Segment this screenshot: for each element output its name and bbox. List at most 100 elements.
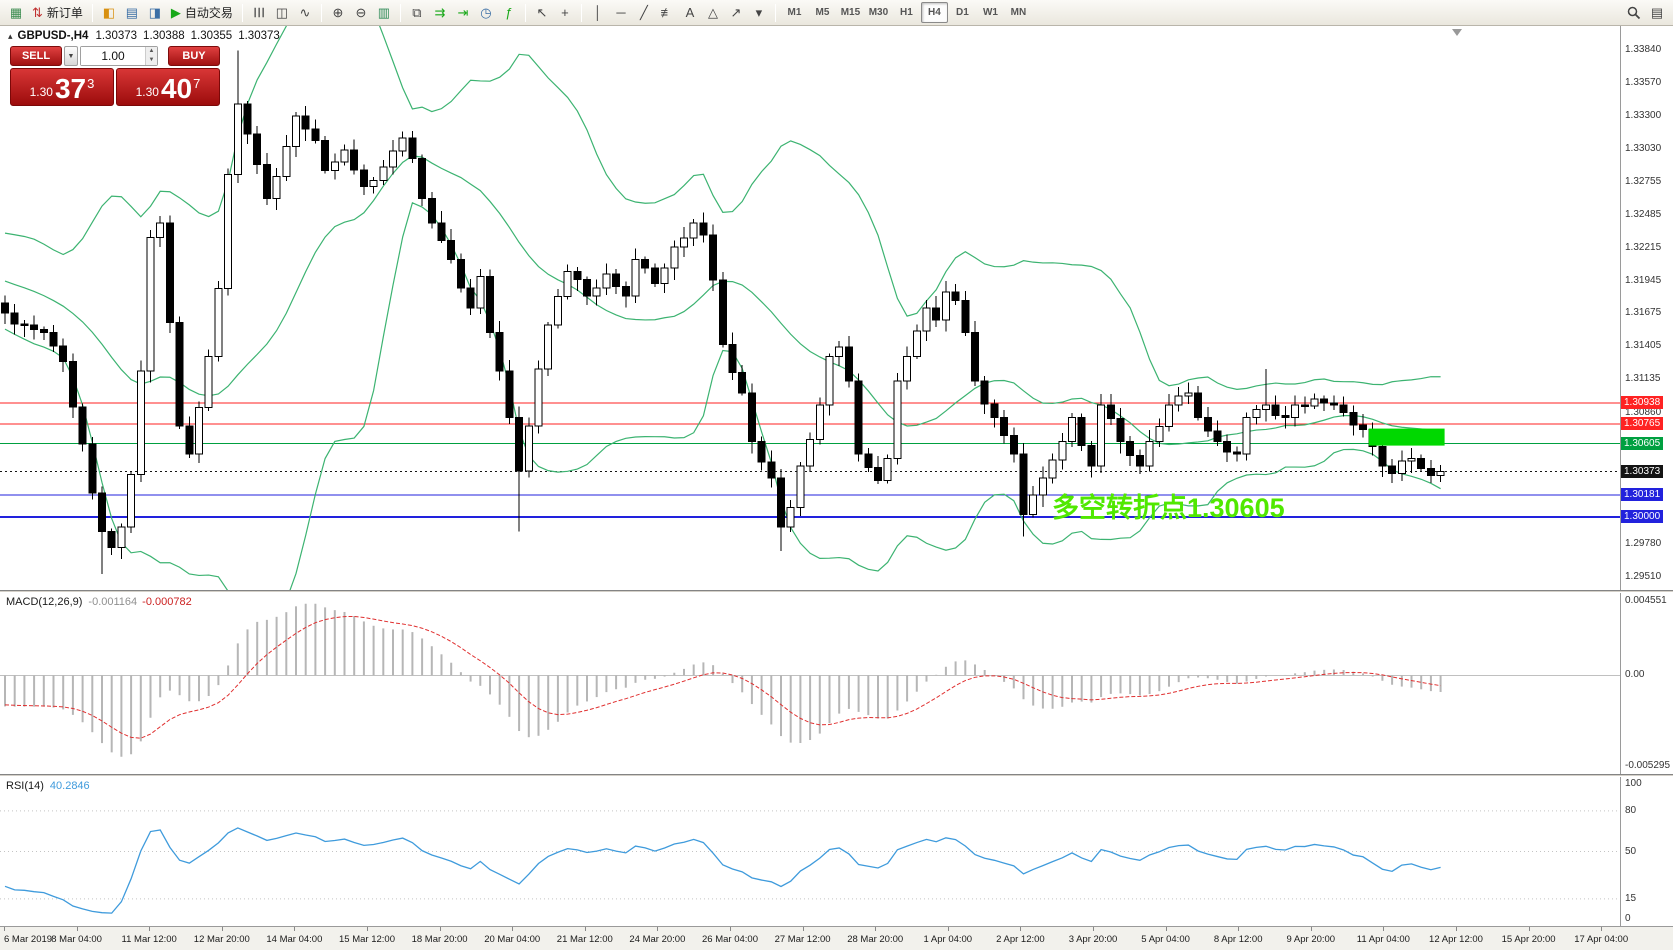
bar-chart-button[interactable]: ☰ xyxy=(248,2,270,23)
tf-m5-button[interactable]: M5 xyxy=(809,2,836,23)
toolbar-separator xyxy=(774,3,776,22)
time-tick xyxy=(1238,927,1240,931)
cursor-icon: ↖ xyxy=(536,5,548,20)
macd-canvas[interactable] xyxy=(0,593,1620,774)
pane-separator[interactable] xyxy=(0,590,1673,593)
price-pane[interactable]: 1.33840 1.33570 1.33300 1.33030 1.32755 1.324… xyxy=(0,26,1673,590)
time-label: 18 Mar 20:00 xyxy=(411,934,468,945)
time-label: 1 Apr 04:00 xyxy=(923,934,973,945)
market-watch-button[interactable]: ◧ xyxy=(98,2,120,23)
chart-window: 1.33840 1.33570 1.33300 1.33030 1.32755 1.324… xyxy=(0,26,1673,950)
tf-h4-button[interactable]: H4 xyxy=(920,2,948,23)
time-tick xyxy=(1601,927,1603,931)
volume-up-button[interactable]: ▲ xyxy=(146,47,157,56)
shapes-icon: △ xyxy=(707,5,718,20)
new-chart-button[interactable]: ▦ xyxy=(5,2,27,23)
volume-input[interactable] xyxy=(81,47,145,65)
price-chart-canvas[interactable] xyxy=(0,26,1620,590)
new-order-icon: ⇅ xyxy=(32,5,43,20)
price-tick: 1.32215 xyxy=(1625,241,1662,253)
tf-m1-button[interactable]: M1 xyxy=(781,2,808,23)
tf-h1-button-label: H1 xyxy=(900,6,913,18)
shapes-button[interactable]: △ xyxy=(702,2,724,23)
tf-w1-button[interactable]: W1 xyxy=(977,2,1004,23)
objects-menu-button[interactable]: ▾ xyxy=(748,2,770,23)
price-tick: 1.33840 xyxy=(1625,44,1662,56)
autoscroll-button[interactable]: ⇉ xyxy=(429,2,451,23)
ohlc-low: 1.30355 xyxy=(190,30,233,42)
time-tick xyxy=(512,927,514,931)
time-tick xyxy=(1020,927,1022,931)
zoom-out-button[interactable]: ⊖ xyxy=(350,2,372,23)
pane-separator[interactable] xyxy=(0,774,1673,777)
zoom-in-button[interactable]: ⊕ xyxy=(327,2,349,23)
price-level-label: 1.30605 xyxy=(1621,436,1664,450)
macd-signal-line xyxy=(4,615,1441,739)
panel-collapse-icon[interactable]: ▴ xyxy=(8,31,13,41)
indicators-button[interactable]: ƒ xyxy=(498,2,520,23)
period-button[interactable]: ◷ xyxy=(475,2,497,23)
window-list-button[interactable]: ▤ xyxy=(1646,2,1668,23)
turning-zone-rect[interactable] xyxy=(1368,428,1445,446)
navigator-button[interactable]: ◨ xyxy=(144,2,166,23)
new-order-button[interactable]: ⇅ 新订单 xyxy=(28,2,87,23)
tf-d1-button[interactable]: D1 xyxy=(949,2,976,23)
rsi-tick: 80 xyxy=(1625,804,1637,816)
tf-m30-button[interactable]: M30 xyxy=(865,2,892,23)
price-axis[interactable]: 1.33840 1.33570 1.33300 1.33030 1.32755 1.324… xyxy=(1620,26,1673,590)
buy-button[interactable]: BUY xyxy=(168,46,220,66)
crosshair-button[interactable]: + xyxy=(554,2,576,23)
fibonacci-button[interactable]: ≢ xyxy=(656,2,678,23)
price-tick: 1.31675 xyxy=(1625,307,1662,319)
rsi-canvas[interactable] xyxy=(0,777,1620,926)
toolbar-separator xyxy=(91,3,93,22)
data-window-button[interactable]: ▤ xyxy=(121,2,143,23)
sell-price-button[interactable]: 1.30 37 3 xyxy=(10,68,114,106)
chart-shift-button[interactable]: ⇥ xyxy=(452,2,474,23)
rsi-axis[interactable]: 100 80 50 15 0 xyxy=(1620,777,1673,926)
price-tick: 1.33300 xyxy=(1625,109,1662,121)
terminal-button[interactable]: ▥ xyxy=(373,2,395,23)
time-tick xyxy=(875,927,877,931)
price-level-label: 1.30938 xyxy=(1621,396,1664,410)
market-watch-icon: ◧ xyxy=(102,5,116,20)
autotrading-button[interactable]: ▶ 自动交易 xyxy=(167,2,237,23)
one-click-trading-panel: SELL ▼ ▲ ▼ BUY 1.30373 xyxy=(10,46,220,106)
ohlc-open: 1.30373 xyxy=(95,30,138,42)
horizontal-line-icon: ─ xyxy=(616,5,626,20)
trendline-button[interactable]: ╱ xyxy=(633,2,655,23)
search-button[interactable] xyxy=(1623,2,1645,23)
macd-pane[interactable]: 0.004551 0.00 -0.005295 MACD(12,26,9) -0.00… xyxy=(0,593,1673,774)
time-label: 12 Mar 20:00 xyxy=(193,934,250,945)
bollinger-lower-band xyxy=(4,202,1441,590)
tile-windows-icon: ⧉ xyxy=(412,5,422,20)
vertical-line-button[interactable]: │ xyxy=(587,2,609,23)
cursor-button[interactable]: ↖ xyxy=(531,2,553,23)
arrows-button[interactable]: ↗ xyxy=(725,2,747,23)
tf-m15-button[interactable]: M15 xyxy=(837,2,864,23)
bar-chart-icon: ☰ xyxy=(251,6,267,19)
tf-mn-button[interactable]: MN xyxy=(1005,2,1032,23)
volume-down-button[interactable]: ▼ xyxy=(146,56,157,65)
line-chart-button[interactable]: ∿ xyxy=(294,2,316,23)
price-level-label: 1.30765 xyxy=(1621,417,1664,431)
time-label: 12 Apr 12:00 xyxy=(1429,934,1483,945)
autoscroll-icon: ⇉ xyxy=(434,5,446,20)
horizontal-line-button[interactable]: ─ xyxy=(610,2,632,23)
tf-h1-button[interactable]: H1 xyxy=(893,2,920,23)
autotrading-icon: ▶ xyxy=(170,5,181,20)
tile-windows-button[interactable]: ⧉ xyxy=(406,2,428,23)
one-click-menu-button[interactable]: ▼ xyxy=(64,46,78,66)
text-button[interactable]: A xyxy=(679,2,701,23)
sell-button[interactable]: SELL xyxy=(10,46,62,66)
time-label: 15 Mar 12:00 xyxy=(339,934,395,945)
time-label: 24 Mar 20:00 xyxy=(629,934,686,945)
time-axis[interactable]: 6 Mar 2019 8 Mar 04:00 11 Mar 12:00 12 Mar … xyxy=(0,926,1673,950)
buy-price-button[interactable]: 1.30 40 7 xyxy=(116,68,220,106)
navigator-icon: ◨ xyxy=(148,5,162,20)
candlestick-chart-button[interactable]: ◫ xyxy=(271,2,293,23)
rsi-pane[interactable]: 100 80 50 15 0 RSI(14) 40.2846 xyxy=(0,777,1673,926)
sell-price-small: 1.30 xyxy=(29,85,53,99)
chart-shift-marker-icon[interactable] xyxy=(1452,29,1462,36)
macd-axis[interactable]: 0.004551 0.00 -0.005295 xyxy=(1620,593,1673,774)
